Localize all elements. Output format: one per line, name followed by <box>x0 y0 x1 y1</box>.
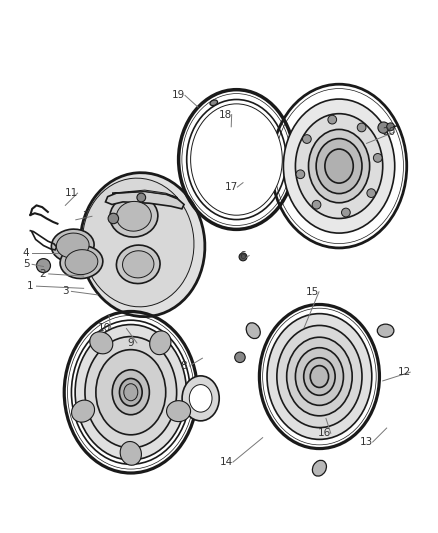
Ellipse shape <box>120 378 142 406</box>
Text: 15: 15 <box>306 287 319 297</box>
Ellipse shape <box>80 173 205 317</box>
Ellipse shape <box>316 139 362 193</box>
Ellipse shape <box>96 350 166 435</box>
Ellipse shape <box>310 366 328 387</box>
Circle shape <box>296 170 305 179</box>
Text: 20: 20 <box>382 127 395 137</box>
Text: 16: 16 <box>318 429 331 438</box>
Circle shape <box>367 189 376 198</box>
Text: 9: 9 <box>127 338 134 348</box>
Ellipse shape <box>295 348 343 405</box>
Ellipse shape <box>295 114 383 219</box>
Polygon shape <box>112 190 177 198</box>
Circle shape <box>342 208 350 217</box>
Polygon shape <box>106 191 184 209</box>
Circle shape <box>357 123 366 132</box>
Text: 13: 13 <box>360 437 373 447</box>
Ellipse shape <box>267 313 372 439</box>
Text: 6: 6 <box>240 251 246 261</box>
Ellipse shape <box>75 325 187 460</box>
Text: 2: 2 <box>39 269 46 279</box>
Text: 11: 11 <box>65 188 78 198</box>
Ellipse shape <box>110 196 158 237</box>
Ellipse shape <box>325 149 353 183</box>
Ellipse shape <box>112 370 149 415</box>
Ellipse shape <box>308 130 370 203</box>
Text: 10: 10 <box>98 322 111 333</box>
Circle shape <box>387 123 395 131</box>
Ellipse shape <box>123 251 154 278</box>
Text: 12: 12 <box>398 367 411 377</box>
Circle shape <box>328 115 337 124</box>
Ellipse shape <box>120 441 141 465</box>
Text: 17: 17 <box>225 182 238 192</box>
Ellipse shape <box>246 323 260 338</box>
Ellipse shape <box>189 385 212 412</box>
Ellipse shape <box>283 99 395 233</box>
Circle shape <box>108 213 119 224</box>
Ellipse shape <box>117 245 160 284</box>
Ellipse shape <box>277 326 362 427</box>
Ellipse shape <box>117 201 151 231</box>
Text: 7: 7 <box>82 211 89 221</box>
Text: 5: 5 <box>23 260 29 269</box>
Circle shape <box>312 200 321 209</box>
Ellipse shape <box>85 336 177 448</box>
Text: 18: 18 <box>219 110 232 119</box>
Ellipse shape <box>57 233 89 258</box>
Ellipse shape <box>312 461 326 476</box>
Ellipse shape <box>210 100 218 106</box>
Text: 8: 8 <box>180 361 187 371</box>
Ellipse shape <box>150 331 171 354</box>
Ellipse shape <box>377 324 394 337</box>
Circle shape <box>378 122 389 133</box>
Circle shape <box>374 154 382 162</box>
Ellipse shape <box>51 229 94 262</box>
Ellipse shape <box>182 376 219 421</box>
Ellipse shape <box>287 337 352 416</box>
Text: 1: 1 <box>27 281 34 291</box>
Circle shape <box>36 259 50 272</box>
Ellipse shape <box>191 104 283 215</box>
Polygon shape <box>65 251 84 276</box>
Circle shape <box>303 135 311 143</box>
Ellipse shape <box>304 358 335 395</box>
Ellipse shape <box>65 249 98 274</box>
Ellipse shape <box>90 332 113 354</box>
Text: 14: 14 <box>220 457 233 467</box>
Circle shape <box>137 193 146 202</box>
Ellipse shape <box>124 384 138 401</box>
Ellipse shape <box>166 401 191 422</box>
Ellipse shape <box>71 400 95 422</box>
Ellipse shape <box>60 246 103 279</box>
Ellipse shape <box>82 178 194 307</box>
Circle shape <box>235 352 245 362</box>
Text: 3: 3 <box>62 286 69 296</box>
Circle shape <box>239 253 247 261</box>
Text: 19: 19 <box>172 91 185 100</box>
Text: 4: 4 <box>23 248 29 259</box>
